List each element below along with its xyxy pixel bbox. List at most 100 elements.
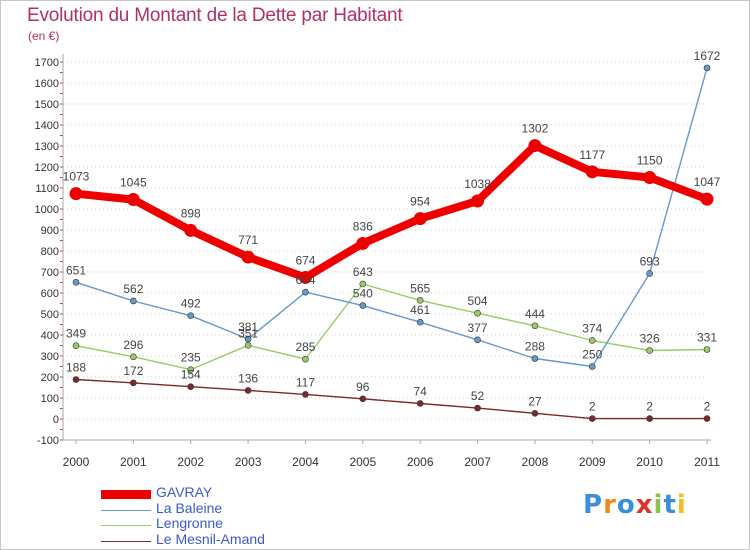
data-label: 565 [410,281,430,295]
data-label: 285 [295,340,315,354]
x-tick-label: 2004 [292,455,319,469]
series-line-gavray [72,141,711,282]
y-tick-label: 1400 [35,120,59,132]
data-label: 172 [123,364,143,378]
chart-title: Evolution du Montant de la Dette par Hab… [27,5,403,26]
x-tick-label: 2006 [407,455,434,469]
data-point [126,193,140,207]
y-tick-label: 200 [41,372,59,384]
legend-label: Le Mesnil-Amand [156,531,265,547]
data-label: 374 [582,321,602,335]
data-label: 693 [640,254,660,268]
data-point [187,366,195,373]
data-point [302,355,309,363]
logo-letter: P [583,490,604,520]
data-point [72,278,80,286]
legend-label: La Baleine [156,500,223,516]
x-tick-label: 2003 [235,455,262,469]
data-point [416,400,424,407]
data-point [700,192,714,206]
data-point [241,250,255,264]
data-point [187,383,195,390]
data-point [416,318,424,326]
legend-swatch [101,541,151,542]
data-label: 296 [123,338,143,352]
data-point [588,415,596,422]
data-point [413,212,427,226]
legend-label: GAVRAY [156,484,213,500]
data-point [416,297,424,304]
data-point [531,322,539,330]
grid [63,61,707,441]
data-label: 27 [528,394,542,408]
data-point [703,64,711,72]
data-label: 674 [295,253,315,267]
legend-swatch [101,490,151,499]
logo-letter: t [663,490,677,520]
y-tick-label: 1000 [35,204,59,216]
y-tick-label: 300 [41,351,59,363]
data-label: 381 [238,320,258,334]
data-point [471,194,485,208]
data-point [130,297,137,305]
data-label: 351 [238,326,258,340]
data-label: 2 [589,400,596,414]
data-point [72,376,80,383]
data-point [588,363,596,370]
data-point [69,187,83,201]
data-point [184,223,198,237]
data-label: 461 [410,303,430,317]
data-label: 643 [353,265,373,279]
logo-letter: r [603,490,617,520]
y-tick-label: 900 [41,225,59,237]
data-point [302,288,309,296]
data-point [72,342,80,350]
data-point [646,415,653,422]
data-label: 288 [525,340,545,354]
y-tick-label: 1500 [35,99,59,111]
y-tick-label: 600 [41,288,59,300]
data-point [298,270,312,284]
data-point [585,165,599,179]
data-label: 52 [471,389,485,403]
data-point [643,171,657,184]
x-tick-label: 2002 [177,455,204,469]
data-label: 1073 [63,170,90,184]
data-point [531,355,539,362]
logo-letter: o [616,490,636,520]
data-point [244,341,252,349]
data-label: 836 [353,219,373,233]
data-label: 771 [238,233,258,247]
data-label: 2 [646,400,653,414]
x-tick-label: 2010 [636,455,663,469]
data-label: 1177 [579,148,605,162]
data-point [474,404,481,412]
data-point [244,335,252,343]
y-tick-label: 1100 [35,183,59,195]
data-point [646,270,653,277]
data-label: 326 [640,332,660,346]
data-point [474,309,481,317]
y-tick-label: 1700 [35,57,59,69]
data-label: 604 [295,273,315,287]
data-point [474,336,481,344]
data-label: 117 [296,375,315,389]
series-layer [69,64,714,422]
data-point [356,236,370,250]
x-tick-label: 2007 [464,455,491,469]
data-label: 562 [123,282,143,296]
data-label: 1045 [120,176,147,190]
x-tick-label: 2009 [579,455,606,469]
data-label: 1047 [694,175,721,189]
series-line-lengronne [75,283,708,371]
y-tick-label: 400 [41,330,59,342]
data-labels: 1073 1045 898 771 674 836 954 1038 1302 1177 1150 1… [63,49,721,414]
data-label: 492 [181,297,201,311]
data-label: 504 [468,294,488,308]
data-label: 651 [66,263,86,277]
data-point [703,346,711,353]
data-point [528,139,542,153]
y-tick-label: 1600 [35,78,59,90]
y-tick-label: 1200 [35,162,59,174]
